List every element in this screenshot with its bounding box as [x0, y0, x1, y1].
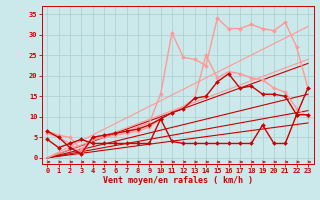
- X-axis label: Vent moyen/en rafales ( km/h ): Vent moyen/en rafales ( km/h ): [103, 176, 252, 185]
